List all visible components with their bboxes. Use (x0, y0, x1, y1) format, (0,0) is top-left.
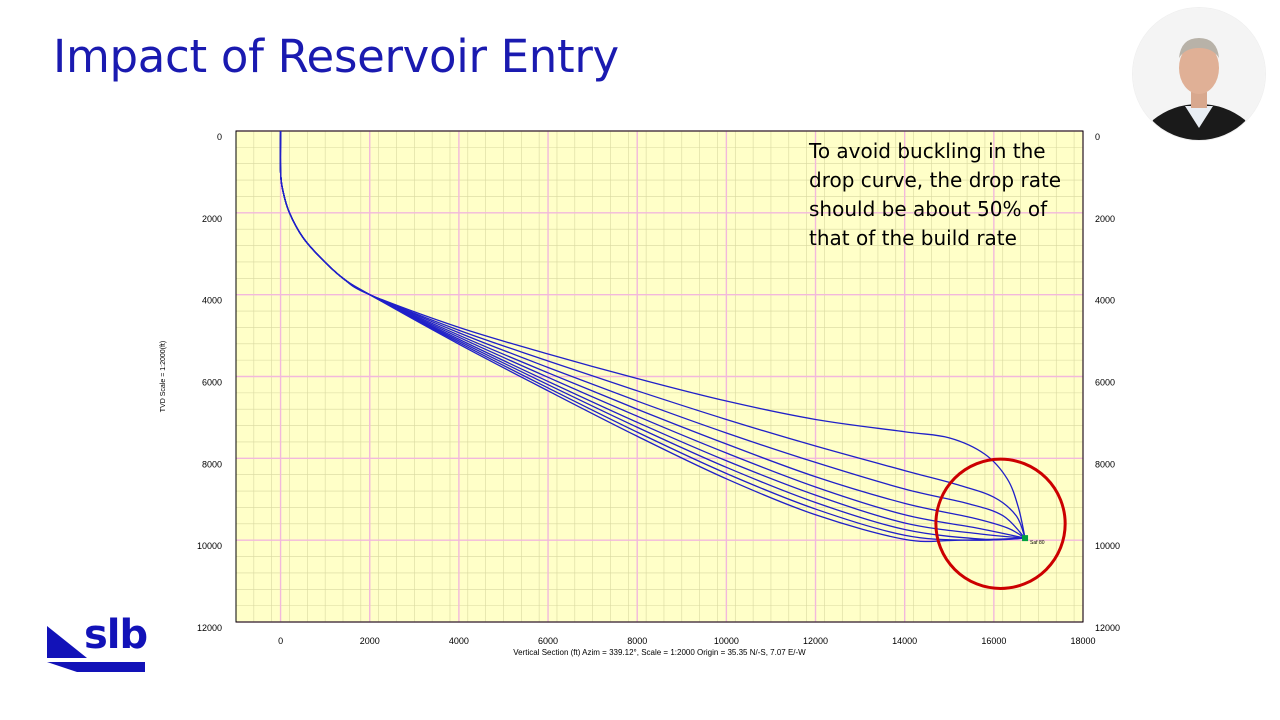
x-tick-label: 16000 (981, 636, 1006, 646)
y-axis-right: 0 2000 4000 6000 8000 10000 12000 (1095, 132, 1120, 633)
annotation-line: that of the build rate (809, 226, 1017, 250)
y-tick-label-right: 8000 (1095, 459, 1115, 469)
target-label: Saf 80 (1030, 540, 1045, 546)
trajectory-series-line (279, 130, 1026, 543)
y-tick-label-right: 4000 (1095, 296, 1115, 306)
x-tick-label: 10000 (714, 636, 739, 646)
y-tick-label-left: 8000 (202, 459, 222, 469)
y-tick-label-right: 6000 (1095, 378, 1115, 388)
y-tick-label-right: 2000 (1095, 214, 1115, 224)
y-axis-left: 0 2000 4000 6000 8000 10000 12000 (197, 132, 222, 633)
logo-text: slb (84, 612, 148, 658)
x-tick-label: 0 (278, 636, 283, 646)
annotation-line: To avoid buckling in the (809, 139, 1046, 163)
y-tick-label-left: 10000 (197, 541, 222, 551)
x-tick-label: 8000 (627, 636, 647, 646)
slb-logo-icon (47, 626, 145, 672)
y-tick-label-right: 12000 (1095, 623, 1120, 633)
annotation-text: To avoid buckling in the drop curve, the… (809, 137, 1109, 253)
x-tick-label: 4000 (449, 636, 469, 646)
series-group (279, 130, 1026, 543)
y-tick-label-left: 0 (217, 132, 222, 142)
target-group: Saf 80 (934, 457, 1067, 590)
plot-frame (235, 130, 1084, 623)
slide-title: Impact of Reservoir Entry (53, 30, 619, 83)
x-axis-label: Vertical Section (ft) Azim = 339.12°, Sc… (513, 648, 806, 657)
y-axis-label: TVD Scale = 1:2000(ft) (160, 341, 167, 412)
y-tick-label-left: 4000 (202, 296, 222, 306)
x-tick-label: 12000 (803, 636, 828, 646)
target-marker (1022, 535, 1029, 542)
x-tick-label: 2000 (360, 636, 380, 646)
annotation-line: should be about 50% of (809, 197, 1048, 221)
x-tick-label: 6000 (538, 636, 558, 646)
annotation-line: drop curve, the drop rate (809, 168, 1062, 192)
presenter-video (1133, 8, 1265, 140)
y-tick-label-left: 6000 (202, 378, 222, 388)
y-tick-label-left: 2000 (202, 214, 222, 224)
x-tick-label: 18000 (1070, 636, 1095, 646)
y-tick-label-right: 10000 (1095, 541, 1120, 551)
highlight-circle (934, 457, 1067, 590)
x-tick-label: 14000 (892, 636, 917, 646)
x-axis: 0 2000 4000 6000 8000 10000 12000 14000 16000 180… (278, 636, 1095, 646)
y-tick-label-left: 12000 (197, 623, 222, 633)
presenter-icon (1133, 8, 1265, 140)
y-tick-label-right: 0 (1095, 132, 1100, 142)
